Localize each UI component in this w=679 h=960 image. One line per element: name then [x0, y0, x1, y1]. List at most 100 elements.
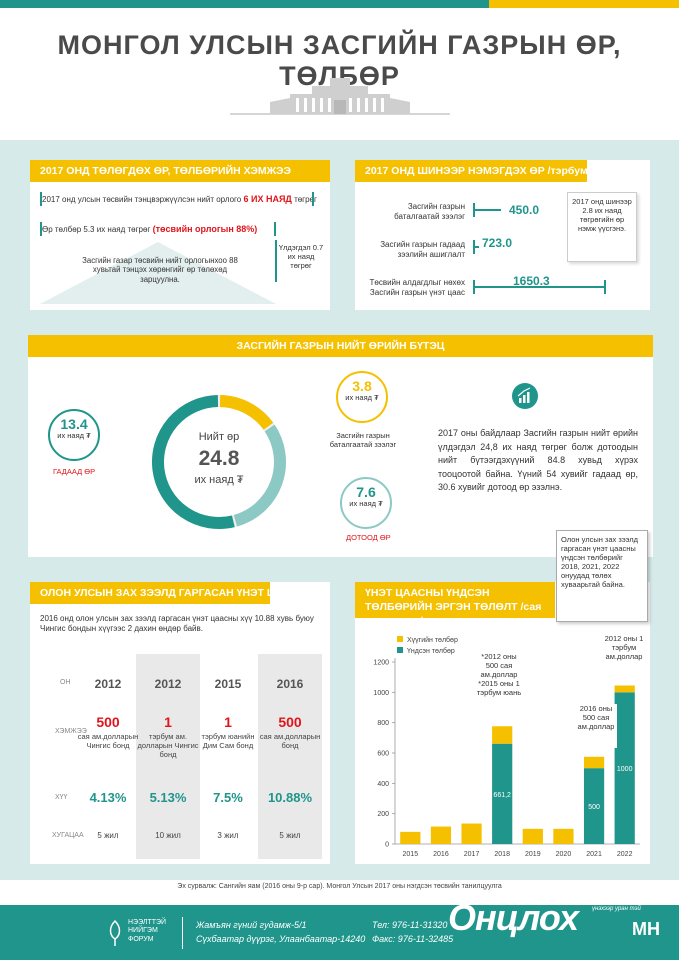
y-tick-label: 400: [377, 781, 389, 788]
forum-logo-icon: [109, 919, 121, 946]
bond-year: 2012: [94, 677, 122, 691]
bar-interest: [522, 828, 543, 844]
bond-amount: 500: [278, 714, 302, 730]
forum-name: НЭЭЛТТЭЙ НИЙГЭМ ФОРУМ: [128, 919, 167, 943]
debt-donut: [152, 395, 286, 529]
footer-phone: Тел: 976-11-31320: [372, 920, 448, 930]
bar-data-label: 500: [588, 804, 600, 811]
bar-principal: [492, 743, 513, 844]
total-value: 24.8: [198, 447, 240, 470]
row-label-amount: ХЭМЖЭЭ: [55, 728, 87, 735]
footer: НЭЭЛТТЭЙ НИЙГЭМ ФОРУМ Жамъян гүний гудам…: [0, 897, 679, 960]
bar-interest: [492, 726, 513, 744]
repayment-chart: Хүүгийн төлбөр Үндсэн төлбөр 0 200 400 600 800…: [373, 636, 640, 858]
remainder-text: Үлдэгдэл 0.7 их наяд төгрөг: [278, 243, 324, 270]
y-tick-label: 0: [385, 842, 389, 849]
y-tick-label: 200: [377, 811, 389, 818]
bar-interest: [400, 831, 421, 844]
row-label-rate: ХҮҮ: [55, 794, 68, 801]
guaranteed-label: Засгийн газрын баталгаатай зээлэг: [329, 431, 397, 449]
new-debt-label-2: Засгийн газрын гадаад зээлийн ашиглалт: [380, 240, 465, 259]
x-tick-label: 2016: [433, 851, 449, 858]
bond-amount-sub: тэрбум ам. долларын Чингис бонд: [137, 732, 199, 759]
bond-year: 2012: [154, 677, 182, 691]
bond-rate: 7.5%: [213, 790, 243, 805]
x-tick-label: 2020: [556, 851, 572, 858]
footer-fax: Факс: 976-11-32485: [372, 934, 454, 944]
donut-segment-domestic: [233, 424, 286, 527]
bar-data-label: 661,2: [493, 792, 511, 799]
row-label-term: ХУГАЦАА: [52, 832, 84, 839]
guaranteed-bubble: 3.8 их наяд ₮: [336, 371, 388, 423]
x-tick-label: 2021: [586, 851, 602, 858]
external-label: ГАДААД ӨР: [53, 467, 96, 476]
new-debt-label-1: Засгийн газрын баталгаатай зээлэг: [394, 202, 465, 221]
bond-year: 2015: [214, 677, 242, 691]
bond-amount-sub: сая ам.долларын Чингис бонд: [77, 732, 139, 750]
domestic-bubble: 7.6 их наяд ₮: [340, 477, 392, 529]
bond-amount: 500: [96, 714, 120, 730]
legend-label: Хүүгийн төлбөр: [407, 636, 458, 644]
new-debt-header: 2017 ОНД ШИНЭЭР НЭМЭГДЭХ ӨР /тэрбум ₮/: [355, 160, 587, 182]
address-line-2: Сүхбаатар дүүрэг, Улаанбаатар-14240: [196, 934, 366, 944]
bond-amount: 1: [224, 714, 232, 730]
legend-swatch: [397, 647, 403, 653]
annotation-2021: 2016 оны 500 сая ам.доллар: [575, 704, 617, 748]
bonds-intro: 2016 онд олон улсын зах зээлд гаргасан ү…: [40, 614, 314, 634]
address-line-1: Жамъян гүний гудамж-5/1: [196, 920, 307, 930]
structure-description: 2017 оны байдлаар Засгийн газрын нийт өр…: [438, 428, 638, 492]
bond-year: 2016: [276, 677, 304, 691]
y-tick-label: 1000: [373, 690, 389, 697]
schedule-callout: Олон улсын зах зээлд гаргасан үнэт цаасн…: [556, 530, 648, 622]
bond-amount-sub: тэрбум юанийн Дим Сам бонд: [201, 732, 255, 750]
revenue-line: 2017 онд улсын төсвийн тэнцвэржүүлсэн ни…: [42, 194, 317, 204]
domestic-label: ДОТООД ӨР: [346, 533, 391, 542]
bond-term: 10 жил: [155, 831, 181, 840]
repayment-header: ҮНЭТ ЦААСНЫ ҮНДСЭН ТӨЛБӨРИЙН ЭРГЭН ТӨЛӨЛ…: [355, 582, 555, 618]
bar-interest: [430, 826, 452, 844]
bond-amount-sub: сая ам.долларын бонд: [259, 732, 321, 750]
repayment-panel: ҮНЭТ ЦААСНЫ ҮНДСЭН ТӨЛБӨРИЙН ЭРГЭН ТӨЛӨЛ…: [355, 582, 650, 864]
payments-header: 2017 ОНД ТӨЛӨГДӨХ ӨР, ТӨЛБӨРИЙН ХЭМЖЭЭ: [30, 160, 330, 182]
page-title: МОНГОЛ УЛСЫН ЗАСГИЙН ГАЗРЫН ӨР, ТӨЛБӨР: [57, 30, 622, 91]
total-label: Нийт өр: [198, 431, 240, 443]
external-bubble: 13.4 их наяд ₮: [48, 409, 100, 461]
new-debt-note: 2017 онд шинээр 2.8 их наяд төгрөгийн өр…: [567, 192, 637, 262]
bonds-header: ОЛОН УЛСЫН ЗАХ ЗЭЭЛД ГАРГАСАН ҮНЭТ ЦААС: [30, 582, 270, 604]
debt-line: Өр төлбөр 5.3 их наяд төгрөг (төсвийн ор…: [42, 224, 258, 234]
row-label-year: ОН: [60, 679, 71, 686]
x-tick-label: 2019: [525, 851, 541, 858]
bar-interest: [461, 823, 482, 844]
new-debt-value-3: 1650.3: [513, 274, 550, 288]
y-tick-label: 600: [377, 751, 389, 758]
growth-chart-icon: [512, 383, 538, 409]
revenue-triangle: [40, 242, 276, 304]
donut-segment-external: [152, 395, 235, 529]
brand-tagline: үнэхээр уран тэй: [592, 906, 641, 912]
new-debt-value-2: 723.0: [482, 236, 513, 250]
y-tick-label: 1200: [373, 660, 389, 667]
structure-panel: ЗАСГИЙН ГАЗРЫН НИЙТ ӨРИЙН БҮТЭЦ Нийт өр …: [28, 335, 653, 557]
payments-panel: 2017 ОНД ТӨЛӨГДӨХ ӨР, ТӨЛБӨРИЙН ХЭМЖЭЭ 2…: [30, 160, 330, 310]
x-tick-label: 2017: [464, 851, 480, 858]
triangle-text: Засгийн газар төсвийн нийт орлогынхоо 88…: [82, 256, 238, 284]
bond-term: 5 жил: [279, 831, 301, 840]
source-note: Эх сурвалж: Сангийн яам (2016 оны 9-р са…: [177, 883, 502, 890]
bond-term: 5 жил: [97, 831, 119, 840]
new-debt-panel: 2017 ОНД ШИНЭЭР НЭМЭГДЭХ ӨР /тэрбум ₮/ З…: [355, 160, 650, 310]
donut-segment-guaranteed: [219, 395, 274, 430]
annotation-2018: *2012 оны 500 сая ам.доллар *2015 оны 1 …: [475, 652, 523, 724]
structure-header: ЗАСГИЙН ГАЗРЫН НИЙТ ӨРИЙН БҮТЭЦ: [28, 335, 653, 357]
x-tick-label: 2015: [403, 851, 419, 858]
brand-logo: Онцлох: [448, 897, 579, 938]
x-tick-label: 2022: [617, 851, 633, 858]
legend-swatch: [397, 636, 403, 642]
bond-term: 3 жил: [217, 831, 239, 840]
new-debt-value-1: 450.0: [509, 203, 540, 217]
annotation-2022: 2012 оны 1 тэрбум ам.доллар: [602, 634, 646, 684]
legend-label: Үндсэн төлбөр: [407, 647, 455, 655]
bond-rate: 10.88%: [267, 790, 313, 805]
total-unit: их наяд ₮: [194, 474, 244, 486]
bar-interest: [583, 756, 605, 769]
bond-rate: 4.13%: [89, 790, 127, 805]
